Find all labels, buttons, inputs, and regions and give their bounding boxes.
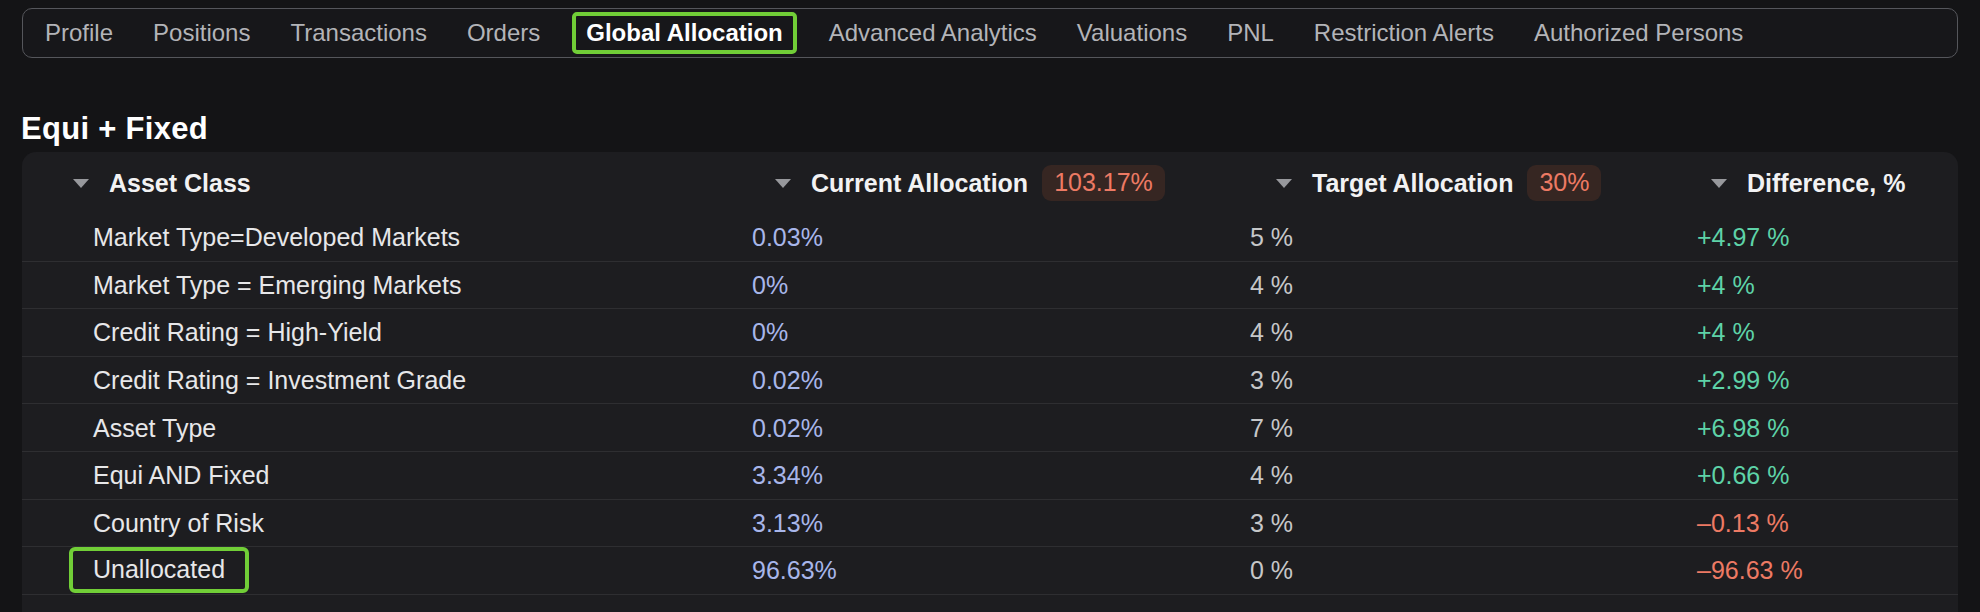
asset-class-label: Market Type=Developed Markets <box>93 223 460 251</box>
page-title: Equi + Fixed <box>21 111 208 147</box>
difference-value: +4 % <box>1697 320 1755 345</box>
current-allocation-value: 0.02% <box>752 368 823 393</box>
tab-valuations[interactable]: Valuations <box>1077 21 1187 45</box>
table-row[interactable]: Country of Risk 3.13% 3 % –0.13 % <box>22 500 1958 548</box>
target-allocation-value: 4 % <box>1250 320 1293 345</box>
current-allocation-total-badge: 103.17% <box>1042 165 1165 202</box>
difference-value: +6.98 % <box>1697 415 1789 440</box>
asset-class-label: Credit Rating = Investment Grade <box>93 366 466 394</box>
column-header-difference[interactable]: Difference, % <box>1711 152 1905 214</box>
table-row[interactable]: Equi AND Fixed 3.34% 4 % +0.66 % <box>22 452 1958 500</box>
current-allocation-value: 0.02% <box>752 415 823 440</box>
asset-class-label: Equi AND Fixed <box>93 461 269 489</box>
asset-class-label: Asset Type <box>93 413 216 441</box>
tab-restriction-alerts[interactable]: Restriction Alerts <box>1314 21 1494 45</box>
sort-dropdown-icon[interactable] <box>1711 179 1727 188</box>
column-header-asset-class[interactable]: Asset Class <box>73 152 251 214</box>
current-allocation-value: 0% <box>752 320 788 345</box>
tab-bar: Profile Positions Transactions Orders Gl… <box>22 8 1958 58</box>
table-row[interactable]: Asset Type 0.02% 7 % +6.98 % <box>22 404 1958 452</box>
tab-transactions[interactable]: Transactions <box>290 21 427 45</box>
table-row[interactable]: Unallocated 96.63% 0 % –96.63 % <box>22 547 1958 595</box>
target-allocation-value: 3 % <box>1250 368 1293 393</box>
sort-dropdown-icon[interactable] <box>73 179 89 188</box>
sort-dropdown-icon[interactable] <box>1276 179 1292 188</box>
column-header-target-allocation[interactable]: Target Allocation 30% <box>1276 152 1601 214</box>
tab-authorized-persons[interactable]: Authorized Persons <box>1534 21 1743 45</box>
global-allocation-page: Profile Positions Transactions Orders Gl… <box>0 0 1980 612</box>
tab-global-allocation[interactable]: Global Allocation <box>572 12 796 54</box>
target-allocation-value: 5 % <box>1250 225 1293 250</box>
target-allocation-value: 4 % <box>1250 272 1293 297</box>
table-body: Market Type=Developed Markets 0.03% 5 % … <box>22 214 1958 595</box>
target-allocation-value: 0 % <box>1250 558 1293 583</box>
column-label: Target Allocation <box>1312 169 1513 198</box>
difference-value: +4.97 % <box>1697 225 1789 250</box>
difference-value: –96.63 % <box>1697 558 1803 583</box>
tab-positions[interactable]: Positions <box>153 21 250 45</box>
column-label: Current Allocation <box>811 169 1028 198</box>
current-allocation-value: 3.13% <box>752 510 823 535</box>
asset-class-label: Unallocated <box>69 547 249 593</box>
difference-value: +2.99 % <box>1697 368 1789 393</box>
allocation-table: Asset Class Current Allocation 103.17% T… <box>22 152 1958 612</box>
asset-class-label: Market Type = Emerging Markets <box>93 270 461 298</box>
asset-class-label: Country of Risk <box>93 508 264 536</box>
current-allocation-value: 3.34% <box>752 463 823 488</box>
table-header: Asset Class Current Allocation 103.17% T… <box>22 152 1958 214</box>
target-allocation-value: 4 % <box>1250 463 1293 488</box>
sort-dropdown-icon[interactable] <box>775 179 791 188</box>
current-allocation-value: 0% <box>752 272 788 297</box>
column-label: Asset Class <box>109 169 251 198</box>
tab-advanced-analytics[interactable]: Advanced Analytics <box>829 21 1037 45</box>
current-allocation-value: 96.63% <box>752 558 837 583</box>
column-label: Difference, % <box>1747 169 1905 198</box>
current-allocation-value: 0.03% <box>752 225 823 250</box>
table-row[interactable]: Market Type=Developed Markets 0.03% 5 % … <box>22 214 1958 262</box>
table-row[interactable]: Credit Rating = High-Yield 0% 4 % +4 % <box>22 309 1958 357</box>
difference-value: +4 % <box>1697 272 1755 297</box>
target-allocation-value: 3 % <box>1250 510 1293 535</box>
tab-pnl[interactable]: PNL <box>1227 21 1274 45</box>
column-header-current-allocation[interactable]: Current Allocation 103.17% <box>775 152 1165 214</box>
tab-profile[interactable]: Profile <box>45 21 113 45</box>
difference-value: +0.66 % <box>1697 463 1789 488</box>
table-row[interactable]: Credit Rating = Investment Grade 0.02% 3… <box>22 357 1958 405</box>
target-allocation-total-badge: 30% <box>1527 165 1601 202</box>
difference-value: –0.13 % <box>1697 510 1789 535</box>
asset-class-label: Credit Rating = High-Yield <box>93 318 382 346</box>
tab-orders[interactable]: Orders <box>467 21 540 45</box>
target-allocation-value: 7 % <box>1250 415 1293 440</box>
table-row[interactable]: Market Type = Emerging Markets 0% 4 % +4… <box>22 262 1958 310</box>
